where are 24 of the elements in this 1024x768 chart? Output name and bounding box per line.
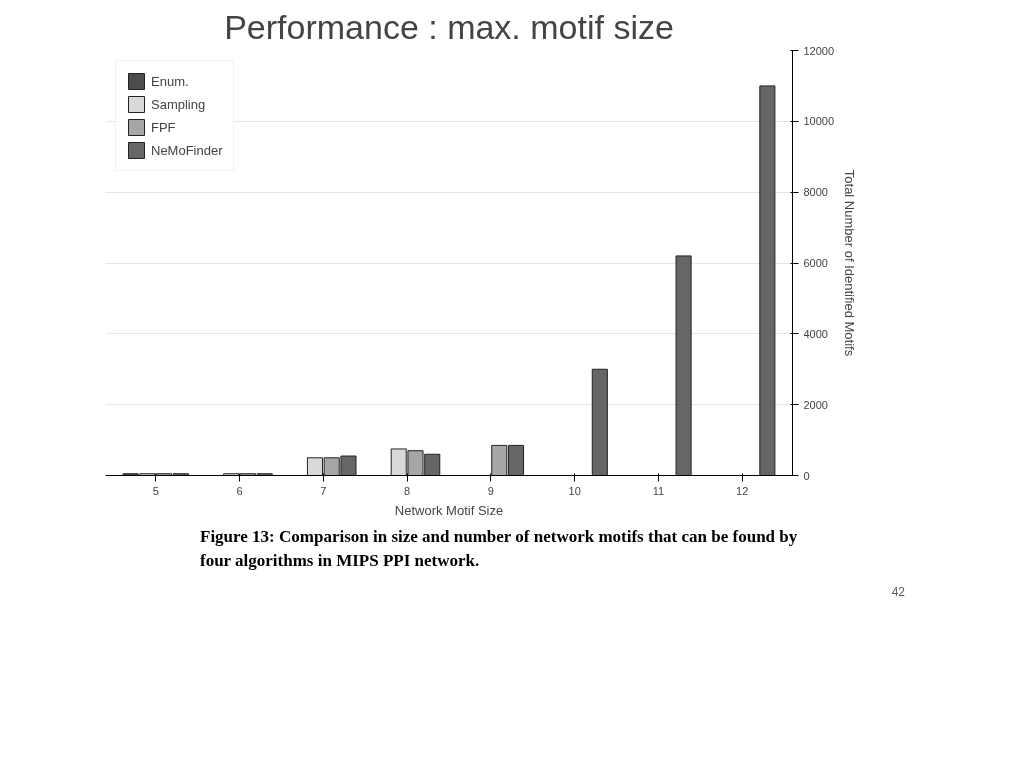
y-axis-title: Total Number of Identified Motifs — [842, 169, 858, 357]
y-tick-label: 10000 — [803, 115, 835, 128]
x-tick-label: 9 — [487, 484, 494, 497]
x-tick-label: 11 — [652, 484, 665, 497]
y-tick-label: 2000 — [803, 398, 828, 411]
x-tick-label: 6 — [236, 484, 243, 497]
y-tick-label: 0 — [803, 469, 810, 482]
y-tick-label: 4000 — [803, 327, 828, 340]
x-tick-label: 10 — [568, 484, 581, 497]
legend-label: Sampling — [151, 96, 206, 112]
caption: Figure 13: Comparison in size and number of network motifs that can be found by four algorithms in MIPS PPI network. — [200, 526, 799, 573]
x-tick-label: 7 — [320, 484, 327, 497]
chart-title: Performance : max. motif size — [224, 7, 674, 46]
y-tick-label: 12000 — [803, 44, 835, 57]
legend-label: Enum. — [151, 73, 189, 89]
x-tick-label: 5 — [152, 484, 159, 497]
x-axis-title: Network Motif Size — [394, 502, 504, 518]
y-tick-label: 6000 — [803, 257, 828, 269]
legend-label: NeMoFinder — [151, 142, 223, 158]
x-tick-label: 8 — [404, 484, 411, 497]
x-tick-label: 12 — [736, 484, 749, 497]
text: 42 — [891, 583, 905, 601]
legend-label: FPF — [151, 119, 176, 135]
y-tick-label: 8000 — [803, 186, 828, 199]
